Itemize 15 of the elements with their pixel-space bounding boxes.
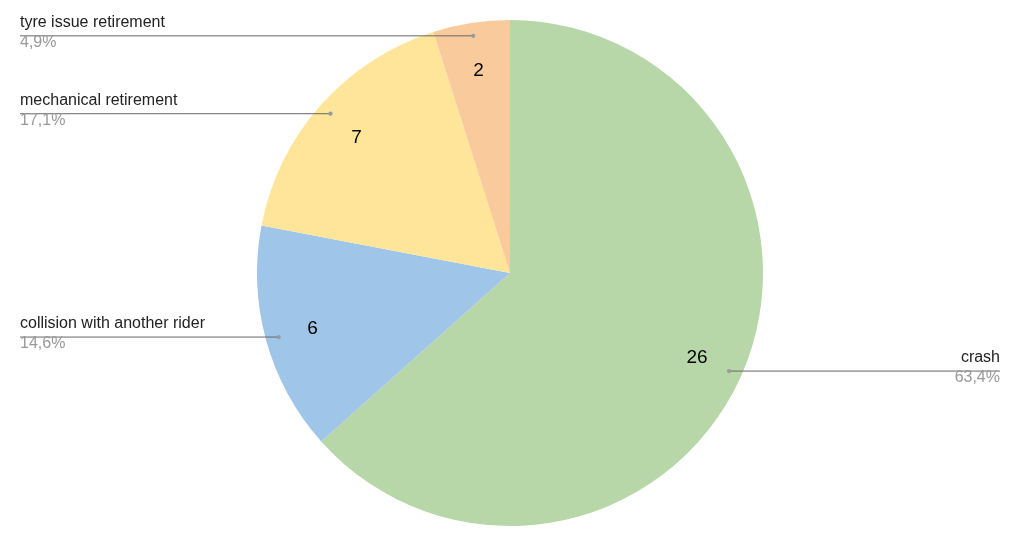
slice-label: crash: [960, 348, 1000, 366]
data-label: 63,4%: [954, 368, 1000, 386]
text: 2: [473, 59, 484, 81]
slice-label: tyre issue retirement: [20, 12, 166, 30]
pie-slice: [257, 225, 510, 442]
data-label: 14,6%: [20, 334, 66, 352]
pie-slice: [433, 20, 510, 273]
pie-slice: [261, 31, 510, 273]
pie-slice: [321, 20, 763, 526]
slice-label: mechanical retirement: [20, 90, 178, 108]
data-label: 17,1%: [20, 110, 66, 128]
text: 6: [307, 316, 318, 338]
slice-label: collision with another rider: [20, 314, 206, 332]
text: 26: [686, 345, 708, 367]
text: 7: [351, 125, 362, 147]
